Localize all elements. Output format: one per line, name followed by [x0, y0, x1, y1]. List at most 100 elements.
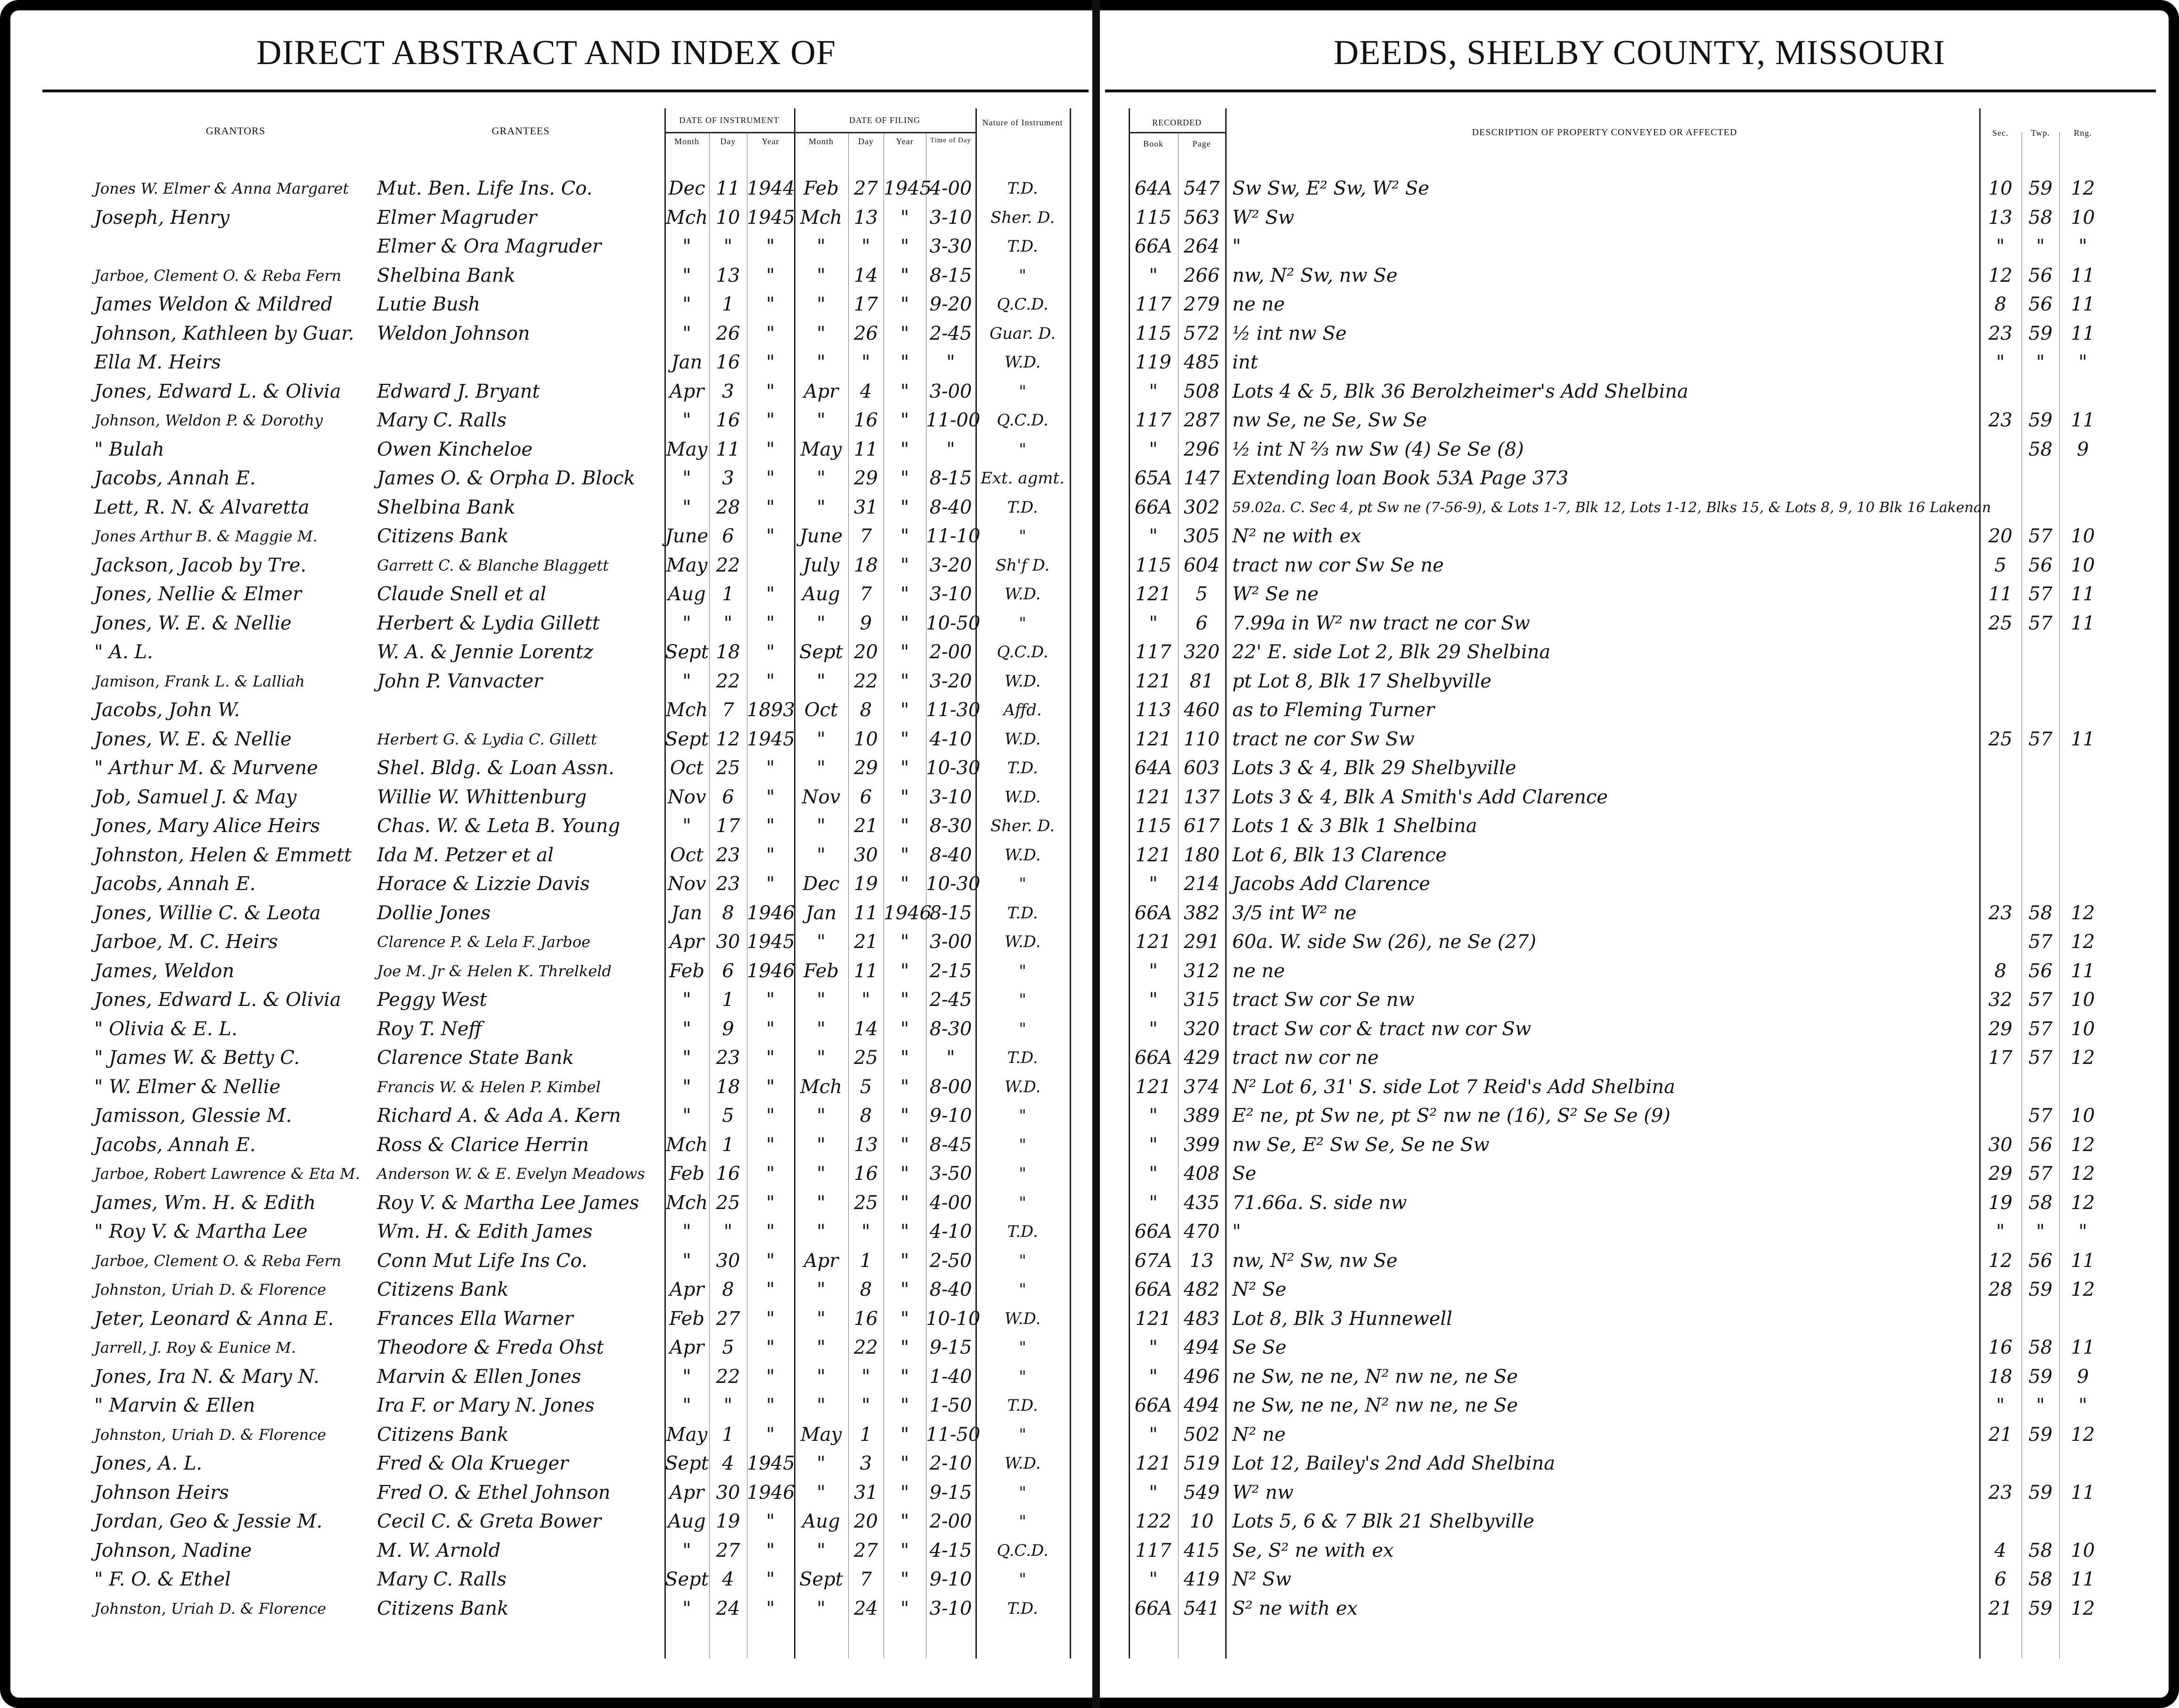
inst-day-cell: 8 — [722, 1279, 734, 1300]
sec-cell: 17 — [1988, 1047, 2013, 1069]
grantee-cell: Willie W. Whittenburg — [377, 786, 587, 808]
twp-cell — [2022, 1073, 2059, 1102]
sec-cell: 20 — [1988, 525, 2013, 547]
filing-day-cell: " — [861, 1221, 870, 1242]
column-rule — [664, 108, 666, 1659]
inst-day-cell: 19 — [716, 1511, 740, 1532]
page-cell: 482 — [1183, 1279, 1220, 1300]
inst-day-cell: 16 — [716, 351, 740, 373]
description-cell: N² Se — [1232, 1279, 1286, 1300]
time-of-day-cell: 2-10 — [929, 1453, 972, 1474]
time-of-day-cell: 11-50 — [926, 1423, 981, 1446]
grantor-cell: " A. L. — [94, 641, 153, 663]
rng-cell — [2059, 1449, 2106, 1478]
filing-day-cell: 19 — [854, 873, 878, 895]
filing-year-cell: 1945 — [884, 178, 932, 199]
grantee-cell: Herbert G. & Lydia C. Gillett — [377, 730, 597, 748]
sec-cell: 18 — [1988, 1365, 2013, 1388]
inst-year-cell: " — [766, 1163, 775, 1185]
time-of-day-cell: 1-40 — [929, 1365, 972, 1388]
page-cell: 279 — [1183, 294, 1220, 315]
page-cell: 399 — [1183, 1134, 1220, 1156]
filing-month-cell: " — [817, 467, 826, 489]
description-cell: Se, S² ne with ex — [1232, 1539, 1394, 1561]
description-cell: pt Lot 8, Blk 17 Shelbyville — [1232, 670, 1491, 692]
page-cell: 287 — [1183, 409, 1220, 431]
description-cell: " — [1232, 236, 1241, 257]
description-cell: " — [1232, 1221, 1241, 1242]
twp-cell: 59 — [2028, 409, 2053, 431]
filing-day-cell: 22 — [854, 1337, 878, 1358]
filing-year-cell: " — [900, 1221, 909, 1242]
time-of-day-cell: 9-15 — [929, 1481, 972, 1504]
book-cell: " — [1149, 873, 1158, 895]
grantee-cell: Cecil C. & Greta Bower — [377, 1511, 601, 1532]
twp-cell: 59 — [2028, 1279, 2053, 1300]
rng-cell: 12 — [2071, 1423, 2095, 1446]
inst-year-cell: " — [766, 786, 775, 808]
inst-month-cell: " — [682, 1047, 691, 1069]
sec-cell: 23 — [1988, 322, 2013, 344]
sec-cell — [1979, 1449, 2022, 1478]
inst-year-cell: " — [766, 670, 775, 692]
filing-day-cell: 11 — [854, 960, 878, 982]
book-cell: 117 — [1135, 1539, 1171, 1561]
grantor-cell: Jacobs, John W. — [94, 699, 240, 721]
filing-month-cell: " — [817, 1337, 826, 1358]
grantee-cell: W. A. & Jennie Lorentz — [377, 641, 593, 663]
inst-year-cell: " — [766, 322, 775, 344]
inst-month-cell: Apr — [669, 380, 704, 402]
time-of-day-cell: 3-10 — [929, 583, 972, 605]
sec-cell: 32 — [1988, 989, 2013, 1011]
grantor-cell: Jacobs, Annah E. — [94, 873, 256, 895]
inst-year-cell: " — [766, 1250, 775, 1272]
filing-day-cell: 24 — [854, 1597, 878, 1619]
sec-cell: 8 — [1994, 294, 2007, 315]
filing-month-cell: " — [817, 1308, 826, 1330]
filing-month-cell: Nov — [802, 786, 841, 808]
inst-month-cell: Oct — [670, 844, 704, 866]
twp-cell: 59 — [2028, 1481, 2053, 1504]
sec-cell — [1979, 1102, 2022, 1130]
filing-day-cell: 20 — [854, 641, 878, 663]
filing-year-cell: " — [900, 931, 909, 953]
filing-month-cell: " — [817, 496, 826, 518]
grantee-cell: Ida M. Petzer et al — [377, 844, 554, 866]
grantee-cell: Citizens Bank — [377, 1279, 509, 1300]
page-cell: 603 — [1183, 757, 1220, 779]
inst-day-cell: 6 — [722, 960, 734, 982]
book-cell: 66A — [1134, 1221, 1172, 1242]
book-cell: " — [1149, 1337, 1158, 1358]
inst-year-cell: 1944 — [747, 178, 795, 199]
grantor-cell: Jones, A. L. — [94, 1453, 203, 1474]
description-cell: N² Lot 6, 31' S. side Lot 7 Reid's Add S… — [1232, 1076, 1675, 1098]
description-cell: nw Se, E² Sw Se, Se ne Sw — [1232, 1134, 1490, 1156]
book-cell: " — [1149, 1481, 1158, 1504]
inst-day-cell: 16 — [716, 1163, 740, 1185]
nature-cell: Sh'f D. — [995, 556, 1050, 575]
page-cell: 147 — [1183, 467, 1220, 489]
inst-year-cell: " — [766, 1365, 775, 1388]
filing-year-cell: " — [900, 236, 909, 257]
nature-cell: " — [1019, 961, 1026, 981]
filing-year-cell: " — [900, 1076, 909, 1098]
inst-year-cell: " — [766, 1105, 775, 1127]
nature-cell: " — [1019, 1019, 1026, 1038]
twp-cell: 56 — [2028, 1134, 2053, 1156]
rng-cell: 12 — [2071, 1047, 2095, 1069]
rng-cell — [2059, 1507, 2106, 1536]
book-cell: 119 — [1135, 351, 1171, 373]
filing-year-cell: " — [900, 380, 909, 402]
description-cell: W² Sw — [1232, 206, 1294, 229]
book-cell: 121 — [1135, 786, 1171, 808]
inst-day-cell: 12 — [716, 728, 740, 750]
sec-cell: 30 — [1988, 1134, 2013, 1156]
filing-month-cell: " — [817, 409, 826, 431]
grantor-cell: Jeter, Leonard & Anna E. — [94, 1308, 334, 1330]
filing-year-cell: " — [900, 1481, 909, 1504]
filing-month-cell: " — [817, 351, 826, 373]
page-cell: 110 — [1183, 728, 1220, 750]
filing-month-cell: " — [817, 989, 826, 1011]
filing-day-cell: 5 — [860, 1076, 872, 1098]
grantee-cell: John P. Vanvacter — [377, 670, 543, 692]
